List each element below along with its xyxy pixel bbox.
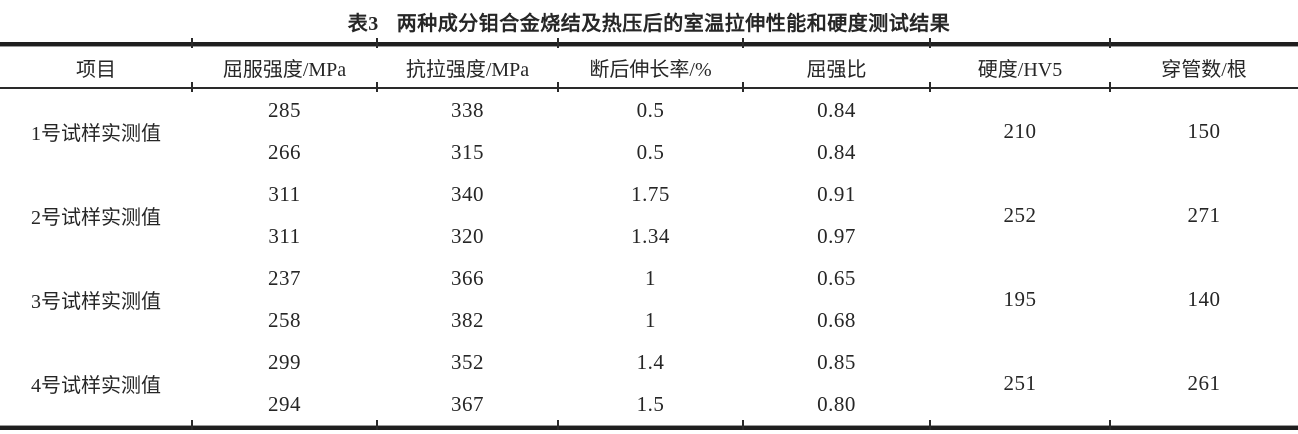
cell-yield-strength: 285: [268, 97, 301, 122]
cell-yield-ratio: 0.84: [817, 139, 856, 164]
cell-yield-ratio: 0.97: [817, 223, 856, 248]
cell-tensile-strength: 366: [451, 265, 484, 290]
cell-yield-strength: 266: [268, 139, 301, 164]
cell-yield-ratio: 0.91: [817, 181, 856, 206]
cell-elongation: 1.34: [631, 223, 670, 248]
cell-yield-ratio: 0.80: [817, 391, 856, 416]
cell-elongation: 1: [645, 265, 656, 290]
header-yield-strength: 屈服强度/MPa: [222, 58, 347, 81]
cell-elongation: 1.5: [636, 391, 665, 416]
table-caption: 表3 两种成分钼合金烧结及热压后的室温拉伸性能和硬度测试结果: [0, 0, 1298, 42]
cell-yield-strength: 311: [268, 181, 301, 206]
cell-tube-count: 140: [1187, 286, 1221, 311]
header-tube-count: 穿管数/根: [1161, 58, 1247, 81]
header-tensile-strength: 抗拉强度/MPa: [405, 58, 530, 81]
cell-tensile-strength: 320: [451, 223, 484, 248]
cell-yield-ratio: 0.85: [817, 349, 856, 374]
row-label: 2号试样实测值: [31, 206, 161, 229]
cell-yield-ratio: 0.65: [817, 265, 856, 290]
header-elongation: 断后伸长率/%: [589, 58, 712, 81]
cell-tube-count: 150: [1187, 118, 1221, 143]
row-label: 4号试样实测值: [31, 374, 161, 397]
row-label: 3号试样实测值: [31, 290, 161, 313]
table-title-text: 两种成分钼合金烧结及热压后的室温拉伸性能和硬度测试结果: [396, 12, 951, 35]
cell-yield-strength: 258: [268, 307, 301, 332]
table-row-group-1: 1号试样实测值 285 338 0.5 0.84 266 315 0.5 0.8…: [0, 89, 1298, 173]
table-row-group-3: 3号试样实测值 237 366 1 0.65 258 382 1 0.68 19…: [0, 257, 1298, 341]
table-number: 表3: [347, 12, 379, 35]
cell-tensile-strength: 382: [451, 307, 484, 332]
cell-tensile-strength: 340: [451, 181, 484, 206]
row-label: 1号试样实测值: [31, 122, 161, 145]
cell-tensile-strength: 352: [451, 349, 484, 374]
cell-hardness: 210: [1003, 118, 1037, 143]
cell-elongation: 0.5: [636, 139, 665, 164]
cell-tensile-strength: 367: [451, 391, 484, 416]
cell-elongation: 1.75: [631, 181, 670, 206]
cell-elongation: 1: [645, 307, 656, 332]
table-row-group-2: 2号试样实测值 311 340 1.75 0.91 311 320 1.34 0…: [0, 173, 1298, 257]
cell-yield-strength: 237: [268, 265, 301, 290]
table-header-row: 项目 屈服强度/MPa 抗拉强度/MPa 断后伸长率/% 屈强比 硬度/HV5 …: [0, 47, 1298, 87]
cell-yield-ratio: 0.84: [817, 97, 856, 122]
table-row-group-4: 4号试样实测值 299 352 1.4 0.85 294 367 1.5 0.8…: [0, 341, 1298, 425]
cell-hardness: 251: [1003, 370, 1037, 395]
cell-yield-strength: 311: [268, 223, 301, 248]
header-rule: [0, 87, 1298, 89]
cell-tube-count: 271: [1187, 202, 1221, 227]
cell-elongation: 1.4: [636, 349, 665, 374]
cell-yield-strength: 294: [268, 391, 301, 416]
top-rule-shadow: [0, 46, 1298, 47]
cell-tensile-strength: 338: [451, 97, 484, 122]
cell-tube-count: 261: [1187, 370, 1221, 395]
cell-hardness: 252: [1003, 202, 1037, 227]
cell-hardness: 195: [1003, 286, 1037, 311]
header-yield-ratio: 屈强比: [806, 58, 867, 81]
cell-yield-ratio: 0.68: [817, 307, 856, 332]
cell-yield-strength: 299: [268, 349, 301, 374]
bottom-rule: [0, 426, 1298, 430]
cell-elongation: 0.5: [636, 97, 665, 122]
header-hardness: 硬度/HV5: [977, 58, 1063, 81]
bottom-rule-shadow: [0, 425, 1298, 426]
top-rule: [0, 42, 1298, 46]
header-item: 项目: [76, 58, 116, 81]
cell-tensile-strength: 315: [451, 139, 484, 164]
